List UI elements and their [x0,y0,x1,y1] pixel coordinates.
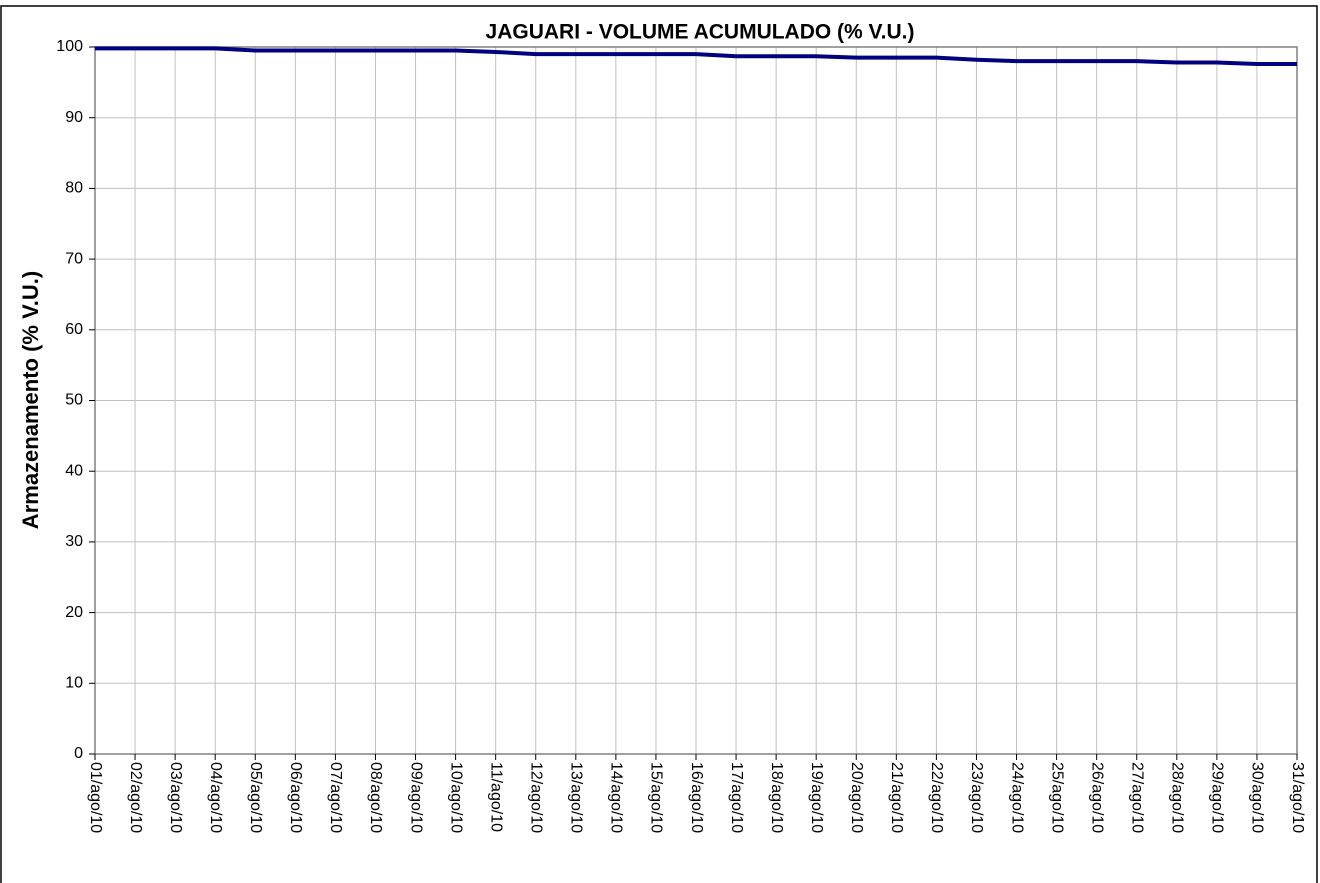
data-line [95,46,1297,66]
x-tick-label: 23/ago/10 [968,762,985,833]
x-tick-label: 28/ago/10 [1169,762,1186,833]
x-tick-label: 26/ago/10 [1088,762,1105,833]
chart-title: JAGUARI - VOLUME ACUMULADO (% V.U.) [486,21,915,44]
x-tick-label: 19/ago/10 [808,762,825,833]
y-axis-label: Armazenamento (% V.U.) [18,271,43,529]
x-tick-label: 21/ago/10 [888,762,905,833]
y-tick-label: 80 [65,180,83,197]
x-tick-label: 25/ago/10 [1048,762,1065,833]
x-tick-label: 15/ago/10 [648,762,665,833]
grid [94,46,1298,755]
x-tick-label: 13/ago/10 [568,762,585,833]
x-tick-label: 07/ago/10 [327,762,344,833]
x-tick-label: 09/ago/10 [407,762,424,833]
y-tick-label: 40 [65,462,83,479]
y-tick-label: 30 [65,533,83,550]
x-tick-label: 17/ago/10 [728,762,745,833]
y-tick-label: 70 [65,250,83,267]
x-tick-label: 31/ago/10 [1289,762,1306,833]
x-tick-label: 16/ago/10 [688,762,705,833]
y-tick-label: 20 [65,604,83,621]
x-tick-label: 30/ago/10 [1249,762,1266,833]
x-tick-label: 03/ago/10 [167,762,184,833]
x-tick-label: 04/ago/10 [207,762,224,833]
x-tick-label: 22/ago/10 [928,762,945,833]
x-tick-label: 18/ago/10 [768,762,785,833]
y-tick-label: 50 [65,392,83,409]
x-tick-label: 01/ago/10 [87,762,104,833]
x-tick-label: 08/ago/10 [367,762,384,833]
x-tick-label: 11/ago/10 [487,762,504,832]
x-tick-label: 29/ago/10 [1209,762,1226,833]
x-tick-label: 06/ago/10 [287,762,304,833]
x-tick-label: 10/ago/10 [447,762,464,833]
y-tick-label: 10 [65,675,83,692]
y-tick-label: 90 [65,109,83,126]
x-tick-label: 24/ago/10 [1008,762,1025,833]
x-tick-label: 12/ago/10 [527,762,544,833]
x-tick-label: 02/ago/10 [127,762,144,833]
x-tick-label: 05/ago/10 [247,762,264,833]
y-tick-label: 0 [74,745,83,762]
x-tick-label: 20/ago/10 [848,762,865,833]
x-tick-label: 14/ago/10 [608,762,625,833]
chart-frame [0,5,1318,883]
y-tick-label: 100 [56,38,83,55]
x-tick-label: 27/ago/10 [1128,762,1145,833]
y-tick-label: 60 [65,321,83,338]
